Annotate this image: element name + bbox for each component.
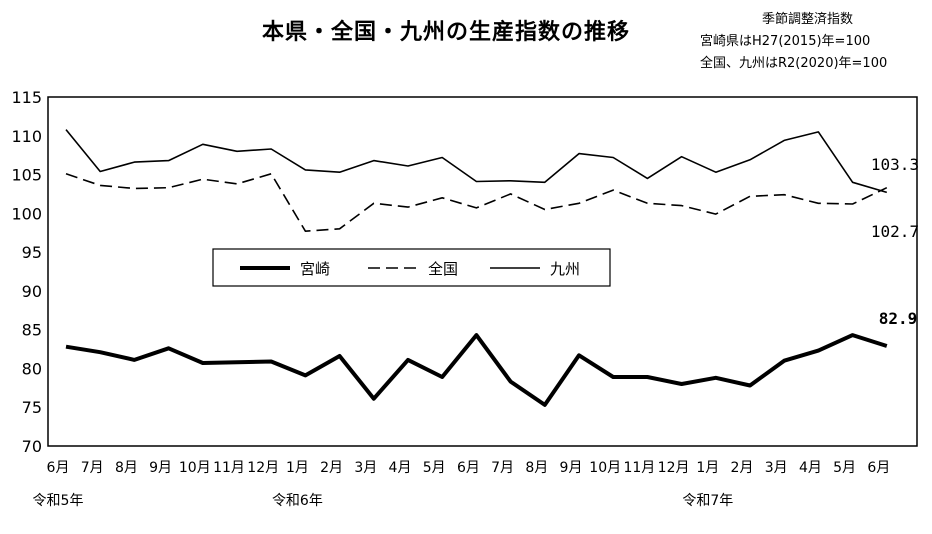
x-tick-label: 1月 xyxy=(696,460,719,476)
legend-label-九州: 九州 xyxy=(550,260,580,278)
x-tick-label: 12月 xyxy=(247,460,279,476)
y-tick-label: 95 xyxy=(22,243,42,262)
x-tick-label: 4月 xyxy=(389,460,412,476)
x-tick-label: 9月 xyxy=(560,460,583,476)
x-tick-label: 3月 xyxy=(354,460,377,476)
x-tick-label: 2月 xyxy=(731,460,754,476)
x-tick-label: 11月 xyxy=(213,460,245,476)
x-tick-label: 8月 xyxy=(115,460,138,476)
series-lines xyxy=(65,129,888,407)
y-tick-label: 105 xyxy=(11,166,42,185)
y-tick-label: 75 xyxy=(22,398,42,417)
x-tick-label: 11月 xyxy=(623,460,655,476)
legend-label-全国: 全国 xyxy=(428,260,458,278)
era-labels: 令和5年 令和6年 令和7年 xyxy=(33,493,734,509)
plot-frame xyxy=(47,96,918,447)
x-tick-label: 2月 xyxy=(320,460,343,476)
x-tick-label: 9月 xyxy=(149,460,172,476)
note-national-base: 全国、九州はR2(2020)年=100 xyxy=(700,56,888,71)
x-axis-ticks: 6月 7月 8月 9月 10月 11月 12月 1月 2月 3月 4月 5月 6月 7月 8月 9月 10月 11… xyxy=(47,460,891,476)
x-tick-label: 5月 xyxy=(833,460,856,476)
end-value-label-宮崎: 82.9 xyxy=(879,309,918,328)
x-tick-label: 3月 xyxy=(765,460,788,476)
y-tick-label: 90 xyxy=(22,282,42,301)
end-labels: 82.9 103.3 102.7 xyxy=(871,155,919,328)
x-tick-label: 10月 xyxy=(589,460,621,476)
x-tick-label: 7月 xyxy=(81,460,104,476)
legend: 宮崎 全国 九州 xyxy=(212,248,611,287)
x-tick-label: 6月 xyxy=(867,460,890,476)
y-tick-label: 70 xyxy=(22,437,42,456)
legend-label-宮崎: 宮崎 xyxy=(300,260,330,278)
y-tick-label: 80 xyxy=(22,359,42,378)
series-line-全国 xyxy=(65,173,888,232)
chart-title: 本県・全国・九州の生産指数の推移 xyxy=(262,20,631,45)
end-value-label-九州: 102.7 xyxy=(871,222,919,241)
y-tick-label: 115 xyxy=(11,88,42,107)
series-line-宮崎 xyxy=(65,333,888,407)
y-axis-ticks: 70 75 80 85 90 95 100 105 110 115 xyxy=(11,88,42,456)
end-value-label-全国: 103.3 xyxy=(871,155,919,174)
era-label: 令和6年 xyxy=(272,493,323,509)
note-miyazaki-base: 宮崎県はH27(2015)年=100 xyxy=(700,34,871,49)
x-tick-label: 5月 xyxy=(423,460,446,476)
note-seasonal: 季節調整済指数 xyxy=(762,12,854,27)
x-tick-label: 1月 xyxy=(286,460,309,476)
y-tick-label: 100 xyxy=(11,204,42,223)
axes xyxy=(47,96,918,447)
y-tick-label: 85 xyxy=(22,321,42,340)
era-label: 令和5年 xyxy=(33,493,84,509)
x-tick-label: 12月 xyxy=(658,460,690,476)
x-tick-label: 6月 xyxy=(457,460,480,476)
y-tick-label: 110 xyxy=(11,127,42,146)
era-label: 令和7年 xyxy=(682,493,733,509)
x-tick-label: 4月 xyxy=(799,460,822,476)
x-tick-label: 7月 xyxy=(491,460,514,476)
x-tick-label: 6月 xyxy=(47,460,70,476)
x-tick-label: 8月 xyxy=(525,460,548,476)
x-tick-label: 10月 xyxy=(179,460,211,476)
series-line-九州 xyxy=(65,129,888,194)
